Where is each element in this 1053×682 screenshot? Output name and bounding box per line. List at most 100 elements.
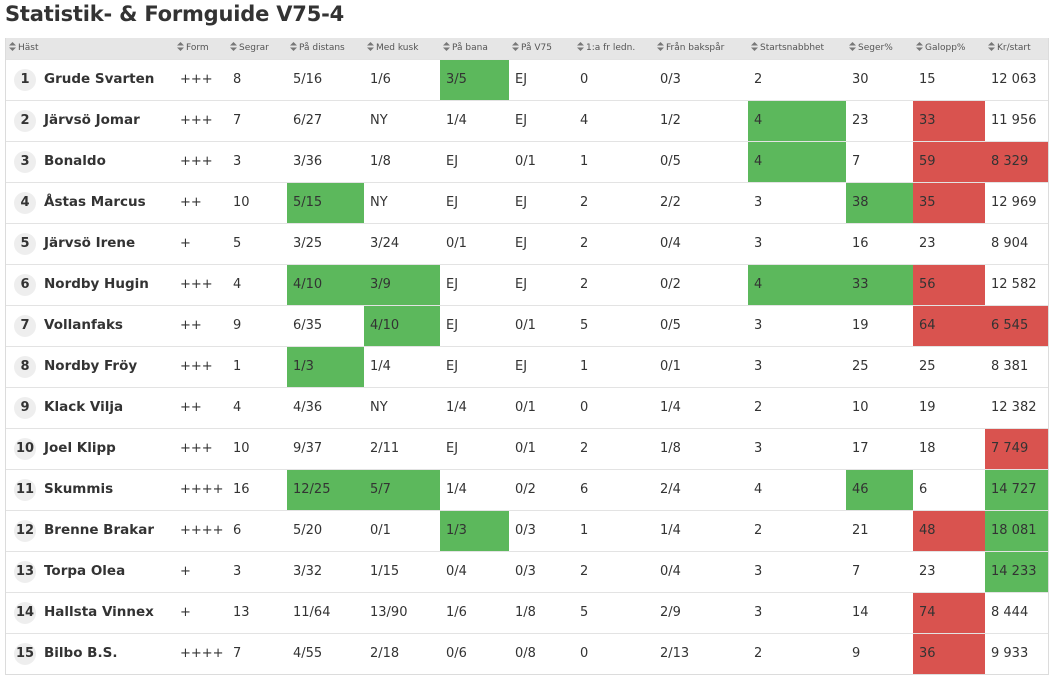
cell-seger-pct: 33	[846, 264, 913, 305]
cell-fr-ledn: 2	[580, 195, 589, 210]
cell-pa-v75: EJ	[515, 72, 528, 87]
cell-pa-v75: 0/1	[515, 318, 536, 333]
column-header-segrar[interactable]: Segrar	[227, 38, 287, 59]
table-row[interactable]: 9 Klack Vilja ++ 4 4/36 NY 1/4 0/1 0 1/4 2 10 19 12 3…	[6, 387, 1048, 428]
column-header-label: På distans	[299, 43, 345, 54]
cell-med-kusk: 3/24	[370, 236, 400, 251]
cell-pa-bana: 1/3	[440, 510, 509, 551]
start-number-badge: 2	[14, 109, 36, 132]
cell-med-kusk: 4/10	[364, 305, 440, 346]
column-header-pa-v75[interactable]: På V75	[509, 38, 574, 59]
cell-segrar: 4	[233, 277, 242, 292]
cell-galopp-pct: 6	[919, 482, 928, 497]
column-header-fran-bakspar[interactable]: Från bakspår	[654, 38, 748, 59]
table-row[interactable]: 3 Bonaldo +++ 3 3/36 1/8 EJ 0/1 1 0/5 4 7 59 8 329	[6, 141, 1048, 182]
cell-segrar: 10	[233, 195, 250, 210]
column-header-form[interactable]: Form	[174, 38, 227, 59]
cell-segrar: 6	[233, 523, 242, 538]
horse-cell: 4 Åstas Marcus	[6, 182, 174, 223]
table-row[interactable]: 4 Åstas Marcus ++ 10 5/15 NY EJ EJ 2 2/2 3 38 35 12 9…	[6, 182, 1048, 223]
horse-cell: 3 Bonaldo	[6, 141, 174, 182]
table-row[interactable]: 6 Nordby Hugin +++ 4 4/10 3/9 EJ EJ 2 0/2 4 33 56 12 …	[6, 264, 1048, 305]
cell-seger-pct: 23	[852, 113, 869, 128]
cell-seger-pct: 30	[852, 72, 869, 87]
cell-startsnabbhet: 3	[754, 441, 763, 456]
table-row[interactable]: 5 Järvsö Irene +5 3/25 3/24 0/1 EJ 2 0/4 3 16 23 8 9…	[6, 223, 1048, 264]
table-row[interactable]: 11 Skummis ++++ 16 12/25 5/7 1/4 0/2 6 2/4 4 46 6 14 …	[6, 469, 1048, 510]
cell-pa-bana: EJ	[446, 441, 459, 456]
cell-kr-start: 9 933	[991, 646, 1029, 662]
column-header-fr-ledn[interactable]: 1:a fr ledn.	[574, 38, 654, 59]
cell-form: ++++	[180, 523, 224, 538]
cell-fran-bakspar: 0/5	[660, 154, 681, 169]
cell-segrar: 7	[233, 646, 242, 662]
cell-pa-distans: 3/32	[293, 564, 323, 579]
column-header-seger-pct[interactable]: Seger%	[846, 38, 913, 59]
cell-fr-ledn: 1	[580, 523, 589, 538]
cell-form: ++++	[180, 482, 224, 497]
cell-segrar: 3	[233, 564, 242, 579]
table-row[interactable]: 15 Bilbo B.S. ++++ 7 4/55 2/18 0/6 0/8 0 2/13 2 9 36…	[6, 633, 1048, 674]
start-number-badge: 14	[14, 601, 36, 624]
cell-pa-v75: 1/8	[515, 605, 536, 620]
cell-form: +++	[180, 113, 213, 128]
table-row[interactable]: 8 Nordby Fröy +++ 1 1/3 1/4 EJ EJ 1 0/1 3 25 25 8 381	[6, 346, 1048, 387]
horse-name: Hallsta Vinnex	[44, 603, 154, 620]
cell-pa-bana: 0/4	[446, 564, 467, 579]
column-header-pa-bana[interactable]: På bana	[440, 38, 509, 59]
column-header-startsnabbhet[interactable]: Startsnabbhet	[748, 38, 846, 59]
sort-arrows-icon	[177, 42, 184, 52]
cell-fr-ledn: 5	[580, 318, 589, 333]
cell-seger-pct: 38	[846, 182, 913, 223]
cell-seger-pct: 7	[852, 564, 861, 579]
sort-arrows-icon	[367, 42, 374, 52]
table-row[interactable]: 1 Grude Svarten +++ 8 5/16 1/6 3/5 EJ 0 0/3 2 30 15 1…	[6, 59, 1048, 100]
cell-galopp-pct: 74	[913, 592, 985, 633]
table-row[interactable]: 12 Brenne Brakar ++++ 6 5/20 0/1 1/3 0/3 1 1/4 2 21…	[6, 510, 1048, 551]
column-header-kr-start[interactable]: Kr/start	[985, 38, 1048, 59]
cell-fran-bakspar: 2/13	[660, 646, 690, 662]
column-header-hast[interactable]: Häst	[6, 38, 174, 59]
start-number-badge: 8	[14, 355, 36, 378]
table-row[interactable]: 7 Vollanfaks ++ 9 6/35 4/10 EJ 0/1 5 0/5 3 19 64 6 54…	[6, 305, 1048, 346]
column-header-label: På bana	[452, 43, 488, 54]
horse-name: Nordby Fröy	[44, 357, 138, 374]
cell-fran-bakspar: 0/1	[660, 359, 681, 374]
column-header-med-kusk[interactable]: Med kusk	[364, 38, 440, 59]
column-header-pa-distans[interactable]: På distans	[287, 38, 364, 59]
cell-startsnabbhet: 3	[754, 236, 763, 251]
cell-fran-bakspar: 1/4	[660, 523, 681, 538]
cell-pa-bana: 0/1	[446, 236, 467, 251]
cell-pa-v75: EJ	[515, 277, 528, 292]
horse-name: Skummis	[44, 480, 114, 497]
cell-form: ++	[180, 318, 202, 333]
cell-pa-v75: 0/1	[515, 154, 536, 169]
cell-kr-start: 8 444	[991, 605, 1029, 620]
cell-pa-distans: 4/36	[293, 400, 323, 415]
cell-galopp-pct: 23	[919, 564, 936, 579]
cell-seger-pct: 16	[852, 236, 869, 251]
column-header-galopp-pct[interactable]: Galopp%	[913, 38, 985, 59]
column-header-label: Galopp%	[925, 43, 966, 54]
table-row[interactable]: 14 Hallsta Vinnex +13 11/64 13/90 1/6 1/8 5 2/9 3…	[6, 592, 1048, 633]
cell-pa-v75: EJ	[515, 236, 528, 251]
cell-startsnabbhet: 3	[754, 195, 763, 210]
cell-segrar: 8	[233, 72, 242, 87]
cell-startsnabbhet: 4	[748, 264, 846, 305]
cell-form: +++	[180, 154, 213, 169]
cell-pa-v75: 0/2	[515, 482, 536, 497]
cell-fr-ledn: 2	[580, 277, 589, 292]
table-row[interactable]: 10 Joel Klipp +++ 10 9/37 2/11 EJ 0/1 2 1/8 3 17 18 7…	[6, 428, 1048, 469]
cell-pa-distans: 4/10	[287, 264, 364, 305]
cell-pa-bana: EJ	[446, 195, 459, 210]
table-row[interactable]: 13 Torpa Olea +3 3/32 1/15 0/4 0/3 2 0/4 3 7 23 14 2…	[6, 551, 1048, 592]
start-number-badge: 1	[14, 68, 36, 91]
start-number-badge: 15	[14, 642, 36, 665]
column-header-label: På V75	[521, 43, 553, 54]
table-row[interactable]: 2 Järvsö Jomar +++ 7 6/27 NY 1/4 EJ 4 1/2 4 23 33 11 …	[6, 100, 1048, 141]
cell-pa-distans: 5/16	[293, 72, 323, 87]
cell-fr-ledn: 0	[580, 400, 589, 415]
cell-startsnabbhet: 4	[748, 141, 846, 182]
cell-form: +	[180, 236, 191, 251]
horse-name: Torpa Olea	[44, 562, 126, 579]
